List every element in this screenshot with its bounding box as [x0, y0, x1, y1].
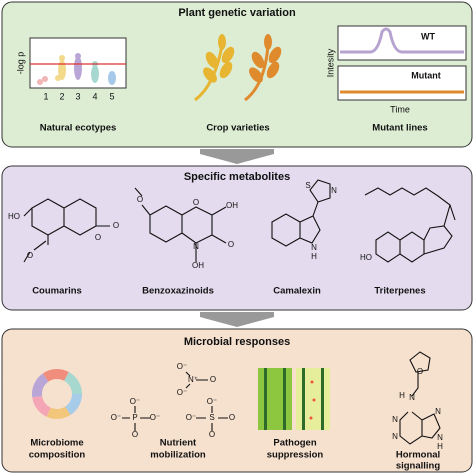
wheat-icons	[194, 34, 282, 102]
atom: O	[228, 240, 234, 249]
atom: O	[193, 198, 199, 207]
label: Nutrient	[160, 438, 197, 449]
coumarin-bonds	[23, 198, 110, 263]
pathogen-icon	[258, 368, 330, 430]
atom: O⁻	[207, 397, 217, 406]
label: Mutant lines	[372, 123, 427, 134]
atom: N	[392, 415, 398, 424]
atom: N	[392, 432, 398, 441]
label: Hormonal	[396, 450, 440, 461]
atom: H	[311, 252, 317, 261]
atom: OH	[226, 201, 238, 210]
mutant-box	[337, 65, 467, 101]
arrow	[200, 149, 274, 164]
wt-curve	[340, 27, 464, 54]
atom: N	[331, 186, 337, 195]
x-tick: 3	[75, 91, 80, 101]
label: Camalexin	[273, 286, 321, 297]
label: Pathogen	[273, 438, 316, 449]
panel-microbial	[1, 328, 473, 473]
label: Coumarins	[32, 286, 82, 297]
mutant-label: Mutant	[411, 70, 441, 80]
atom: H	[399, 391, 405, 400]
atom: O⁻	[186, 413, 196, 422]
title: Plant genetic variation	[178, 7, 296, 19]
wt-label: WT	[421, 31, 435, 41]
atom: O	[210, 375, 216, 384]
label: Triterpenes	[374, 286, 425, 297]
label: suppression	[267, 450, 324, 461]
atom: S	[305, 181, 310, 190]
x-label: Time	[390, 104, 410, 114]
atom: OH	[192, 261, 204, 270]
panel-metabolites	[1, 165, 473, 311]
label: Natural ecotypes	[40, 123, 117, 134]
x-tick: 4	[92, 91, 97, 101]
arrow	[200, 312, 274, 327]
x-tick: 5	[109, 91, 114, 101]
atom: O⁻	[111, 413, 121, 422]
atom: O⁻	[177, 362, 187, 371]
microbiome-donut	[32, 369, 82, 419]
atom: H	[437, 442, 443, 451]
manhattan-points	[37, 53, 116, 85]
atom: P	[132, 413, 137, 422]
title: Specific metabolites	[184, 171, 290, 183]
label: Crop varieties	[206, 123, 269, 134]
camalexin-bonds	[271, 179, 331, 247]
x-tick: 1	[43, 91, 48, 101]
triterpene-bonds	[364, 187, 456, 263]
y-label: -log p	[15, 52, 25, 75]
y-label: Intesity	[325, 48, 335, 77]
atom: O	[132, 430, 138, 439]
atom: O	[95, 233, 101, 242]
atom: N	[193, 242, 199, 251]
wt-box	[337, 25, 467, 61]
atom: O	[229, 413, 235, 422]
atom: O	[27, 251, 33, 260]
ion-bonds	[122, 371, 228, 431]
atom: O	[209, 430, 215, 439]
atom: S	[209, 413, 214, 422]
atom: O	[137, 195, 143, 204]
kinetin-bonds	[399, 351, 441, 445]
label: Benzoxazinoids	[142, 286, 214, 297]
atom: O⁻	[177, 388, 187, 397]
x-tick: 2	[59, 91, 64, 101]
atom: HO	[8, 212, 20, 221]
atom: N	[437, 433, 443, 442]
atom: N	[311, 243, 317, 252]
atom: N	[435, 407, 441, 416]
atom: N	[409, 393, 415, 402]
atom: O	[113, 221, 119, 230]
label: signalling	[396, 461, 441, 472]
label: mobilization	[150, 450, 206, 461]
atom: N⁺	[188, 375, 198, 384]
atom: O⁻	[150, 413, 160, 422]
benzoxazinoid-bonds	[134, 187, 227, 262]
atom: O	[417, 367, 423, 376]
atom: HO	[360, 253, 372, 262]
label: composition	[29, 450, 86, 461]
atom: O⁻	[130, 397, 140, 406]
title: Microbial responses	[184, 336, 290, 348]
label: Microbiome	[30, 438, 83, 449]
